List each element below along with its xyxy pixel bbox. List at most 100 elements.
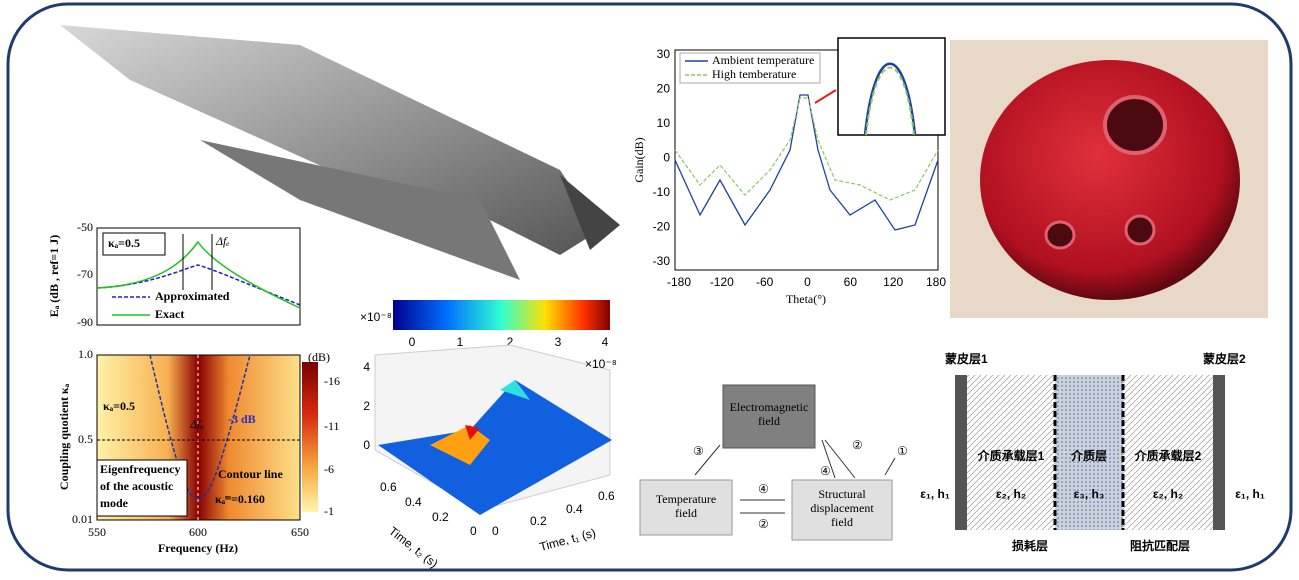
step-marker: ① (897, 444, 908, 458)
y-tick-label: -50 (77, 220, 93, 234)
eigen-label: mode (100, 496, 129, 510)
colorbar-tick: 0 (409, 335, 416, 349)
layer-label: 介质承载层2 (1134, 448, 1202, 463)
frame (6, 2, 1293, 572)
y-tick-label: 10 (657, 116, 671, 130)
t1-tick-label: 0.6 (598, 489, 615, 503)
node-label: displacement (810, 501, 874, 515)
step-marker: ② (758, 517, 769, 531)
step-marker: ③ (693, 444, 704, 458)
y-tick-label: 30 (657, 47, 671, 61)
y-tick-label: 1.0 (78, 347, 93, 361)
y-tick-label: 0.01 (72, 512, 93, 526)
y-tick-label: -10 (653, 185, 671, 199)
radome-photo (950, 40, 1268, 318)
legend-entry: Exact (155, 307, 184, 321)
node-label: field (831, 515, 853, 529)
x-tick-label: 0 (804, 275, 811, 289)
z-exponent: ×10⁻⁸ (585, 357, 617, 371)
layer-diagram: 蒙皮层1 蒙皮层2 介质承载层1 介质层 介质承载层2 ε₁, h₁ ε₂, h… (920, 351, 1265, 553)
y-axis-label: Eₐ (dB , ref=1 J) (47, 235, 61, 317)
t1-tick-label: 0.2 (530, 514, 547, 528)
x-tick-label: 650 (291, 525, 309, 539)
gain-plot: Ambient temperature High temberature Gai… (632, 37, 946, 306)
legend-entry: Ambient temperature (712, 53, 814, 67)
layer-label: 介质承载层1 (977, 448, 1045, 463)
layer-label: 损耗层 (1012, 538, 1048, 553)
colorbar-tick: 3 (555, 335, 562, 349)
colorbar-tick: -6 (324, 462, 334, 476)
z-tick-label: 0 (363, 438, 370, 452)
x-tick-label: 60 (844, 275, 858, 289)
x-tick-label: 600 (189, 525, 207, 539)
layer-label: 介质层 (1070, 448, 1107, 463)
legend-entry: High temberature (712, 67, 796, 81)
layer-param: ε₃, h₃ (1074, 487, 1105, 501)
z-tick-label: 4 (363, 360, 370, 374)
node (639, 479, 733, 536)
aircraft-image (60, 25, 620, 280)
node (722, 384, 816, 449)
t2-axis-label: Time, t₂ (s) (386, 524, 440, 571)
t1-axis-label: Time, t₁ (s) (538, 526, 597, 554)
colorbar-tick: -11 (324, 419, 340, 433)
layer-label: 蒙皮层1 (945, 351, 988, 366)
x-tick-label: -120 (710, 275, 734, 289)
layer-param: ε₂, h₂ (996, 487, 1026, 501)
x-axis-label: Frequency (Hz) (158, 541, 238, 555)
t2-tick-label: 0.4 (405, 495, 422, 509)
x-tick-label: -180 (667, 275, 691, 289)
x-tick-label: 120 (883, 275, 903, 289)
colorbar-tick: 4 (602, 335, 609, 349)
y-tick-label: 0.5 (78, 432, 93, 446)
t2-tick-label: 0.2 (432, 510, 449, 524)
x-tick-label: 550 (88, 525, 106, 539)
colorbar-title: (dB) (308, 350, 330, 364)
y-tick-label: -30 (653, 254, 671, 268)
layer-param: ε₁, h₁ (920, 487, 950, 501)
colorbar-tick: 1 (457, 335, 464, 349)
colorbar-exponent: ×10⁻⁸ (360, 310, 392, 324)
colorbar-tick: 2 (507, 335, 514, 349)
layer-param: ε₂, h₂ (1153, 487, 1183, 501)
coupling-map: κₐ=0.5 Δfₐ -3 dB Contour line Eigenfrequ… (57, 347, 340, 555)
layer-label: 阻抗匹配层 (1130, 538, 1190, 553)
t2-tick-label: 0.6 (380, 480, 397, 494)
colorbar-tick: -16 (324, 374, 340, 388)
node-label: Structural (818, 487, 866, 501)
step-marker: ④ (820, 464, 831, 478)
y-tick-label: 20 (657, 82, 671, 96)
coupling-diagram: Electromagnetic field Temperature field … (639, 384, 908, 541)
damping-plot: κₐ=0.5 Δfₑ Approximated Exact -50 -70 -9… (47, 220, 301, 329)
y-axis-label: Coupling quotient κₐ (57, 383, 71, 490)
eigen-label: Eigenfrequency (100, 462, 180, 476)
y-tick-label: -70 (77, 267, 93, 281)
kappa-label: κₐ=0.5 (108, 236, 140, 250)
node-label: field (758, 414, 780, 428)
z-tick-label: 2 (363, 399, 370, 413)
min-label: κₐᵐ=0.160 (215, 492, 265, 506)
step-marker: ④ (758, 482, 769, 496)
y-tick-label: -90 (77, 315, 93, 329)
t2-tick-label: 0 (470, 524, 477, 538)
x-axis-label: Theta(°) (786, 292, 826, 306)
node-label: Temperature (656, 492, 716, 506)
legend-entry: Approximated (155, 289, 230, 303)
layer-label: 蒙皮层2 (1203, 351, 1246, 366)
t1-tick-label: 0.4 (566, 502, 583, 516)
gain-ticks: 30 20 10 0 -10 -20 -30 -180 -120 -60 0 60 120 180 (653, 47, 947, 289)
colorbar-tick: -1 (324, 504, 334, 518)
y-axis-label: Gain(dB) (632, 137, 646, 182)
contour-label: Contour line (218, 467, 283, 481)
t1-tick-label: 0 (492, 524, 499, 538)
db-label: -3 dB (228, 412, 256, 426)
x-tick-label: 180 (926, 275, 946, 289)
delta-label: Δfₐ (189, 417, 204, 431)
eigen-label: of the acoustic (100, 479, 174, 493)
surface-plot: ×10⁻⁸ 0 1 2 3 4 ×10⁻⁸ 4 2 0 0.6 0.4 0.2 … (360, 300, 617, 571)
delta-label: Δfₑ (215, 234, 230, 248)
node (791, 479, 893, 541)
node-label: Electromagnetic (730, 400, 809, 414)
kappa-label: κₐ=0.5 (103, 399, 135, 413)
